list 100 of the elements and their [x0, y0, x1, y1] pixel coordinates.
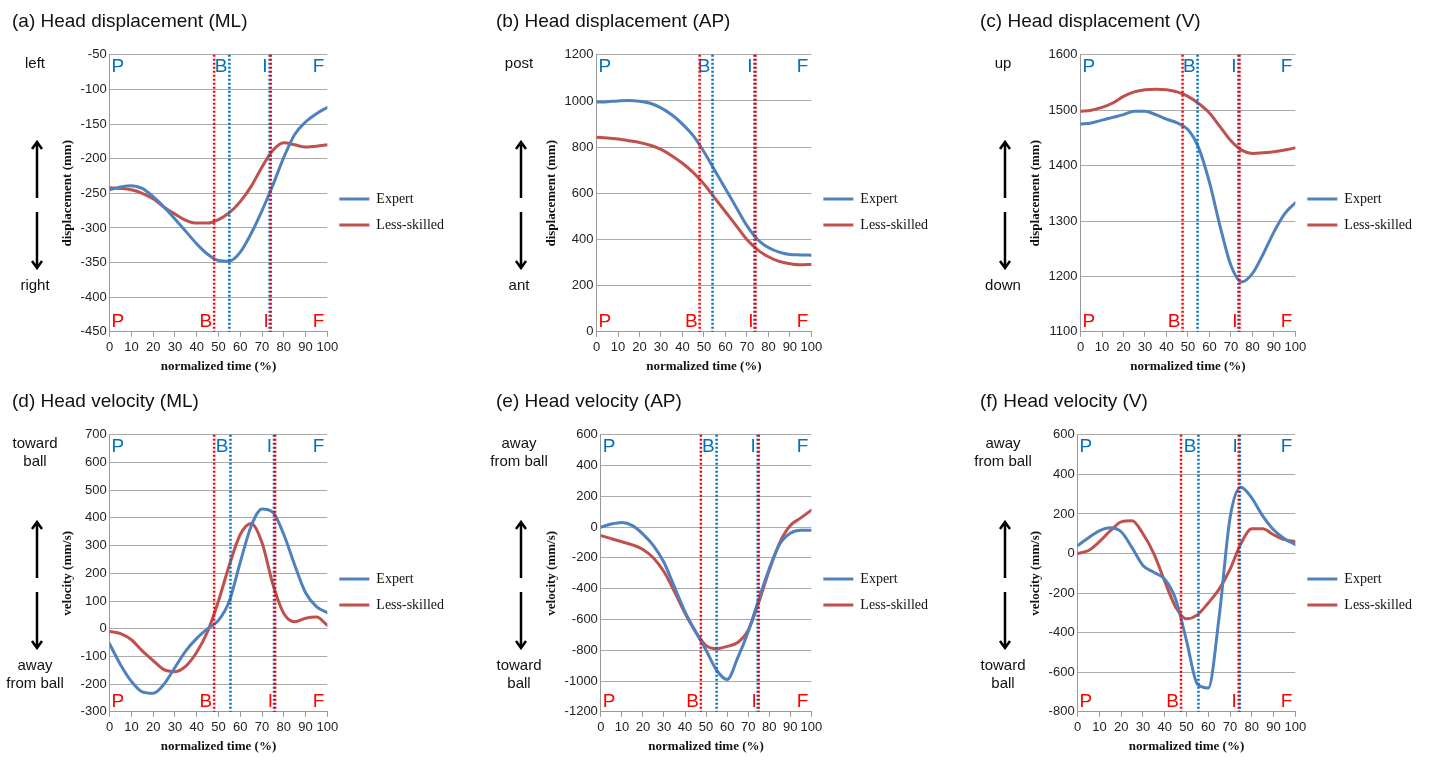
- x-tick-label: 40: [1157, 719, 1172, 735]
- y-tick-label: -100: [80, 647, 107, 663]
- chart-title: (f) Head velocity (V): [980, 390, 1148, 412]
- legend-label: Expert: [1344, 190, 1382, 206]
- x-tick-label: 70: [254, 719, 270, 735]
- ref-line-label: B: [199, 689, 213, 711]
- ref-line-label: I: [1232, 434, 1238, 456]
- y-tick-label: 600: [1052, 426, 1075, 442]
- x-tick-label: 20: [1116, 339, 1131, 355]
- y-tick-label: 0: [99, 620, 107, 636]
- x-tick-label: 100: [800, 719, 823, 735]
- text: up: [993, 54, 1013, 72]
- annotation: F: [312, 309, 325, 331]
- x-tick-label: 100: [316, 719, 339, 735]
- x-tick-label: 30: [167, 339, 183, 355]
- x-tick-label: 90: [298, 719, 313, 735]
- annotation: F: [1280, 309, 1293, 331]
- ref-line-label: I: [748, 309, 754, 331]
- line-series: [109, 521, 328, 674]
- y-tick-label: -800: [571, 641, 598, 657]
- y-tick-label: -600: [571, 611, 598, 627]
- x-tick-label: 90: [782, 339, 798, 355]
- text: post: [503, 54, 535, 72]
- annotation: P: [1082, 309, 1096, 331]
- text: toward ball: [11, 434, 59, 470]
- line-series: [1080, 87, 1296, 155]
- text: left: [24, 54, 46, 72]
- y-tick-label: 1400: [1048, 157, 1078, 173]
- x-tick-label: 10: [614, 719, 630, 735]
- y-tick-label: 1100: [1049, 323, 1078, 339]
- annotation: P: [598, 309, 612, 331]
- legend-label: Expert: [376, 570, 414, 586]
- annotation: P: [1079, 689, 1093, 711]
- x-tick-label: 50: [1180, 339, 1196, 355]
- line-series: [596, 99, 812, 257]
- y-tick-label: -400: [571, 580, 598, 596]
- text: toward ball: [979, 656, 1027, 692]
- ref-line-label: I: [267, 689, 274, 711]
- text: away from ball: [489, 434, 549, 470]
- x-axis-title: normalized time (%): [1130, 357, 1246, 373]
- x-tick-label: 30: [167, 719, 183, 735]
- x-tick-label: 40: [677, 719, 693, 735]
- legend-label: Expert: [1344, 570, 1382, 586]
- y-tick-label: 200: [84, 564, 107, 580]
- ref-line-label: I: [747, 54, 753, 76]
- y-tick-label: -300: [80, 219, 107, 235]
- x-tick-label: 10: [1092, 719, 1107, 735]
- y-tick-label: -1200: [564, 703, 598, 719]
- x-tick-label: 70: [1222, 719, 1238, 735]
- legend-label: Less-skilled: [376, 596, 444, 612]
- y-tick-label: 400: [84, 509, 107, 525]
- ref-line-label: B: [215, 434, 229, 456]
- annotation: P: [111, 689, 125, 711]
- annotation: P: [111, 309, 125, 331]
- x-tick-label: 20: [1113, 719, 1129, 735]
- x-tick-label: 90: [783, 719, 798, 735]
- x-tick-label: 50: [211, 719, 226, 735]
- ref-line-label: I: [1231, 689, 1237, 711]
- y-tick-label: 800: [571, 138, 594, 154]
- line-series: [600, 521, 812, 681]
- ref-line-label: B: [199, 309, 213, 331]
- legend-label: Less-skilled: [1344, 596, 1412, 612]
- x-tick-label: 20: [635, 719, 651, 735]
- x-tick-label: 50: [698, 719, 714, 735]
- x-tick-label: 50: [1179, 719, 1194, 735]
- y-tick-label: 0: [1067, 545, 1075, 561]
- y-tick-label: 0: [590, 518, 598, 534]
- y-tick-label: 1600: [1048, 46, 1078, 62]
- y-axis-title: displacement (mm): [543, 140, 559, 247]
- y-tick-label: 200: [1052, 505, 1075, 521]
- y-tick-label: -350: [80, 254, 107, 270]
- y-tick-label: 200: [571, 277, 594, 293]
- x-tick-label: 70: [1223, 339, 1239, 355]
- ref-line-label: I: [1231, 54, 1237, 76]
- text: toward ball: [495, 656, 543, 692]
- x-tick-label: 10: [610, 339, 626, 355]
- y-tick-label: -200: [80, 150, 107, 166]
- x-tick-label: 80: [1245, 339, 1260, 355]
- y-tick-label: 1300: [1048, 212, 1078, 228]
- x-tick-label: 10: [124, 719, 139, 735]
- line-series: [596, 135, 812, 267]
- y-tick-label: 1200: [1048, 267, 1078, 283]
- line-series: [109, 507, 328, 695]
- ref-line-label: B: [686, 689, 699, 711]
- y-tick-label: -100: [80, 81, 107, 96]
- line-series: [1080, 109, 1296, 284]
- x-tick-label: 60: [1202, 339, 1217, 355]
- y-tick-label: 400: [571, 231, 594, 247]
- y-tick-label: -1000: [564, 672, 598, 688]
- y-tick-label: -150: [80, 115, 107, 131]
- chart-title: (e) Head velocity (AP): [496, 390, 682, 412]
- y-tick-label: -250: [80, 184, 107, 200]
- ref-line-label: B: [1166, 689, 1180, 711]
- x-tick-label: 70: [254, 339, 270, 355]
- annotation: F: [1280, 689, 1293, 711]
- text: away from ball: [5, 656, 65, 692]
- x-tick-label: 30: [1137, 339, 1153, 355]
- x-tick-label: 70: [739, 339, 755, 355]
- x-axis-title: normalized time (%): [648, 737, 764, 753]
- x-tick-label: 50: [696, 339, 712, 355]
